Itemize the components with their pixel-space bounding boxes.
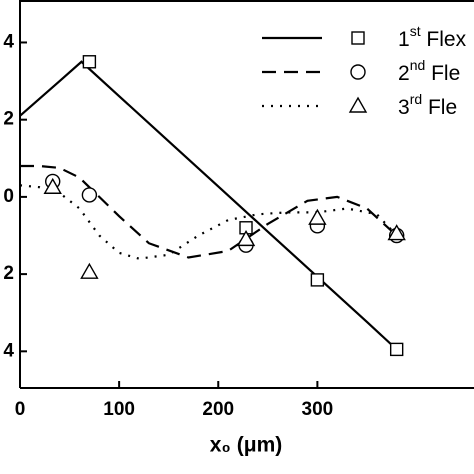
x-tick-label: 100 bbox=[103, 399, 135, 420]
data-point bbox=[310, 273, 325, 287]
legend-label: 3rd Fle bbox=[398, 91, 457, 119]
data-point bbox=[81, 187, 98, 203]
data-point bbox=[387, 224, 406, 241]
y-tick-label: 4 bbox=[3, 340, 14, 361]
x-tick-label: 300 bbox=[302, 399, 334, 420]
series-line bbox=[19, 60, 398, 351]
data-point bbox=[80, 262, 99, 279]
legend-marker bbox=[348, 96, 368, 113]
data-point bbox=[389, 342, 404, 357]
y-tick-label: 2 bbox=[3, 109, 14, 130]
y-tick-label: 2 bbox=[3, 263, 14, 284]
series-line bbox=[19, 184, 398, 260]
series-line bbox=[20, 164, 398, 259]
legend-marker bbox=[350, 64, 366, 80]
x-tick-label: 200 bbox=[202, 399, 234, 420]
y-tick-label: 0 bbox=[3, 186, 14, 207]
data-point bbox=[82, 55, 97, 69]
x-tick-label: 0 bbox=[15, 399, 26, 420]
legend-marker bbox=[351, 31, 365, 45]
y-tick-label: 4 bbox=[3, 31, 14, 52]
legend-label: 2nd Fle bbox=[398, 57, 460, 85]
legend-label: 1st Flex bbox=[398, 23, 467, 51]
data-point bbox=[43, 177, 62, 194]
x-axis-label: x₀ (μm) bbox=[210, 434, 283, 457]
data-point bbox=[308, 208, 327, 225]
data-point bbox=[236, 229, 256, 247]
